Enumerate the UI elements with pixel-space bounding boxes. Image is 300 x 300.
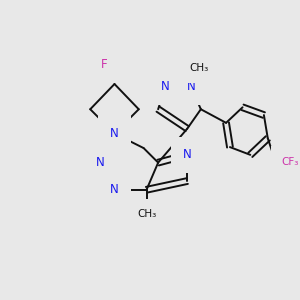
Text: CF₃: CF₃ (281, 157, 299, 166)
Text: N: N (160, 80, 169, 93)
Text: N: N (187, 80, 196, 93)
Text: F: F (100, 58, 107, 71)
Text: N: N (110, 183, 119, 196)
Text: N: N (96, 156, 104, 169)
Text: CH₃: CH₃ (137, 209, 156, 219)
Text: CH₃: CH₃ (189, 62, 208, 73)
Text: N: N (110, 127, 119, 140)
Text: N: N (183, 148, 192, 161)
